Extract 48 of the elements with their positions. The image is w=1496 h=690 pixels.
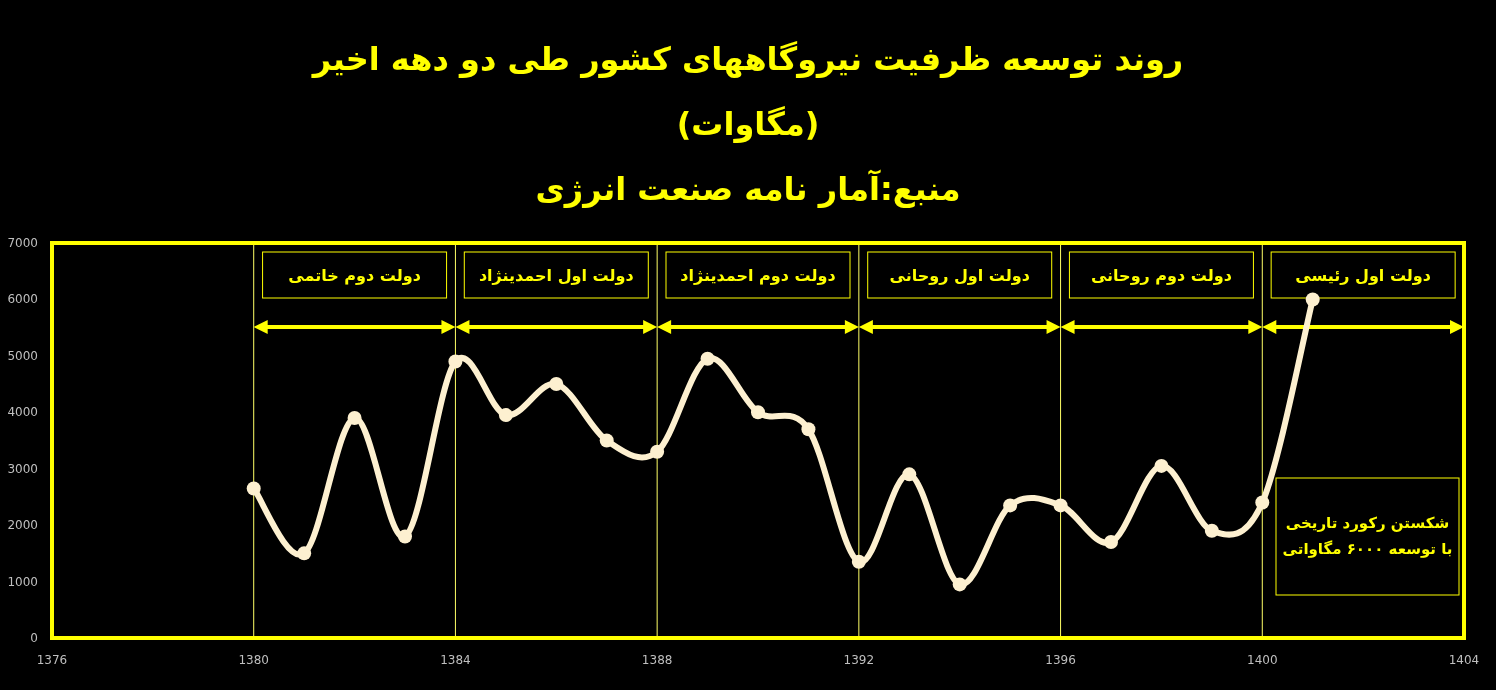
point <box>801 422 816 437</box>
y-tick-label: 4000 <box>7 405 38 420</box>
point <box>650 444 665 459</box>
point <box>1255 495 1270 510</box>
point <box>549 377 564 392</box>
y-tick-label: 3000 <box>7 461 38 476</box>
y-tick-label: 7000 <box>7 236 38 250</box>
point <box>297 546 312 561</box>
chart-subtitle: (مگاوات) <box>676 105 820 143</box>
x-tick-label: 1404 <box>1448 653 1480 667</box>
annotation: دولت دوم خاتمی <box>288 266 421 285</box>
point <box>751 405 765 420</box>
point <box>1204 523 1219 538</box>
y-tick-label: 1000 <box>7 574 38 589</box>
annotation: دولت اول احمدینژاد <box>478 266 634 285</box>
y-tick-label: 2000 <box>7 518 38 533</box>
point <box>398 529 412 544</box>
y-tick-label: 0 <box>30 631 38 645</box>
point <box>902 467 917 482</box>
annotation: شکستن رکورد تاریخی با توسعه ۶۰۰۰ مگاواتی <box>1282 513 1453 560</box>
point <box>448 354 463 369</box>
annotation: دولت اول رئیسی <box>1295 266 1432 285</box>
x-tick-label: 1392 <box>843 653 875 667</box>
annotation: دولت اول روحانی <box>889 266 1030 285</box>
point <box>700 351 715 366</box>
point <box>1154 458 1169 473</box>
x-tick-label: 1388 <box>641 653 673 667</box>
annotation: دولت دوم احمدینژاد <box>680 266 836 285</box>
point <box>498 408 513 423</box>
x-tick-label: 1380 <box>238 653 269 667</box>
point <box>1104 535 1118 550</box>
point <box>347 410 362 425</box>
point <box>952 577 967 592</box>
point <box>1305 292 1320 307</box>
x-tick-label: 1400 <box>1247 653 1278 667</box>
text: منبع:آمار نامه صنعت انرژی <box>535 169 961 208</box>
point <box>246 481 261 496</box>
x-tick-label: 1376 <box>36 653 68 667</box>
y-tick-label: 5000 <box>7 348 38 363</box>
point <box>851 554 866 569</box>
point <box>1053 498 1068 513</box>
x-tick-label: 1396 <box>1045 653 1076 667</box>
point <box>599 433 614 448</box>
annotation: دولت دوم روحانی <box>1090 266 1232 285</box>
point <box>1003 498 1018 513</box>
y-tick-label: 6000 <box>7 292 38 307</box>
x-tick-label: 1384 <box>440 653 471 667</box>
chart-title: روند توسعه ظرفیت نیروگاههای کشور طی دو دهه اخیر <box>310 40 1184 78</box>
